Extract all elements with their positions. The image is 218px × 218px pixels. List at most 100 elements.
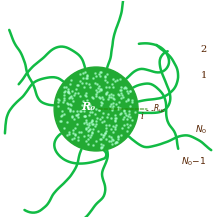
Point <box>126 99 130 102</box>
Point <box>94 122 97 125</box>
Point <box>90 118 94 122</box>
Point <box>89 128 92 131</box>
Point <box>104 75 107 79</box>
Point <box>76 112 80 116</box>
Point <box>73 126 76 129</box>
Point <box>115 78 118 81</box>
Point <box>98 72 101 76</box>
Point <box>101 95 104 98</box>
Point <box>78 109 82 112</box>
Point <box>114 141 118 144</box>
Point <box>101 135 104 139</box>
Point <box>56 104 59 108</box>
Point <box>124 87 127 90</box>
Point <box>68 82 72 85</box>
Point <box>84 94 87 97</box>
Point <box>62 126 66 129</box>
Point <box>103 75 107 78</box>
Point <box>119 133 123 137</box>
Point <box>100 120 104 124</box>
Point <box>85 91 88 94</box>
Point <box>60 113 63 117</box>
Point <box>121 93 124 96</box>
Point <box>114 113 117 117</box>
Point <box>75 113 78 116</box>
Point <box>80 81 84 85</box>
Point <box>79 130 83 134</box>
Point <box>101 111 105 114</box>
Point <box>57 100 60 104</box>
Point <box>58 119 61 123</box>
Point <box>77 130 81 133</box>
Point <box>112 125 115 128</box>
Point <box>86 125 90 129</box>
Point <box>116 136 120 139</box>
Text: - -: - - <box>146 106 153 115</box>
Point <box>83 93 87 96</box>
Point <box>77 135 80 139</box>
Point <box>93 124 97 128</box>
Point <box>105 72 108 75</box>
Point <box>76 123 79 126</box>
Point <box>104 85 108 89</box>
Point <box>90 110 94 114</box>
Point <box>99 96 102 100</box>
Point <box>110 93 113 96</box>
Point <box>66 87 70 91</box>
Point <box>95 117 99 120</box>
Point <box>104 92 107 96</box>
Point <box>128 89 131 93</box>
Point <box>65 121 69 124</box>
Point <box>86 137 89 141</box>
Point <box>108 104 112 107</box>
Point <box>112 130 115 134</box>
Point <box>109 139 112 142</box>
Point <box>102 119 106 123</box>
Point <box>127 109 131 113</box>
Point <box>62 94 65 97</box>
Point <box>73 132 77 136</box>
Point <box>89 110 92 114</box>
Point <box>111 138 114 142</box>
Point <box>125 89 129 93</box>
Point <box>83 134 86 138</box>
Point <box>121 127 124 130</box>
Point <box>68 102 72 105</box>
Point <box>131 118 134 122</box>
Point <box>84 127 87 130</box>
Point <box>90 131 94 135</box>
Point <box>87 133 90 136</box>
Point <box>131 98 134 102</box>
Point <box>121 118 124 121</box>
Text: $R_{uc}$: $R_{uc}$ <box>153 103 166 115</box>
Point <box>110 142 113 145</box>
Point <box>93 81 97 85</box>
Point <box>82 121 86 125</box>
Point <box>95 82 99 85</box>
Point <box>106 115 109 119</box>
Point <box>111 108 114 112</box>
Point <box>98 137 101 141</box>
Point <box>65 101 69 104</box>
Point <box>61 100 65 103</box>
Point <box>85 98 89 102</box>
Point <box>66 106 69 110</box>
Point <box>104 138 108 141</box>
Point <box>116 140 119 143</box>
Point <box>123 115 126 118</box>
Point <box>70 114 73 117</box>
Point <box>85 73 88 76</box>
Point <box>73 91 77 94</box>
Point <box>71 129 74 132</box>
Point <box>99 100 103 104</box>
Point <box>66 103 69 106</box>
Point <box>95 139 98 143</box>
Point <box>86 77 89 80</box>
Point <box>99 145 103 149</box>
Point <box>73 133 77 136</box>
Point <box>66 90 70 94</box>
Point <box>74 113 77 117</box>
Point <box>118 77 122 81</box>
Point <box>97 108 101 112</box>
Point <box>104 92 107 95</box>
